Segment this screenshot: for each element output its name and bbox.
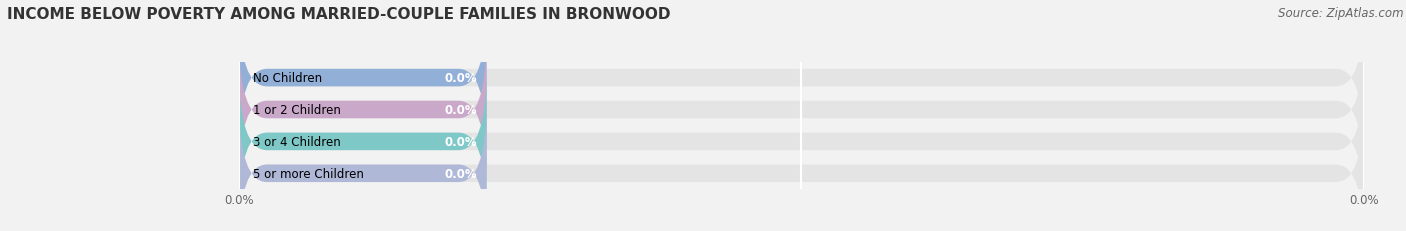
- FancyBboxPatch shape: [239, 8, 486, 149]
- Text: 1 or 2 Children: 1 or 2 Children: [253, 103, 340, 116]
- Text: 0.0%: 0.0%: [444, 103, 478, 116]
- Text: No Children: No Children: [253, 72, 322, 85]
- FancyBboxPatch shape: [239, 71, 1364, 213]
- Text: INCOME BELOW POVERTY AMONG MARRIED-COUPLE FAMILIES IN BRONWOOD: INCOME BELOW POVERTY AMONG MARRIED-COUPL…: [7, 7, 671, 22]
- Text: 3 or 4 Children: 3 or 4 Children: [253, 135, 340, 148]
- FancyBboxPatch shape: [239, 39, 1364, 181]
- Text: 0.0%: 0.0%: [444, 72, 478, 85]
- Text: 5 or more Children: 5 or more Children: [253, 167, 363, 180]
- FancyBboxPatch shape: [239, 8, 1364, 149]
- Text: 0.0%: 0.0%: [444, 167, 478, 180]
- FancyBboxPatch shape: [239, 71, 486, 213]
- FancyBboxPatch shape: [239, 103, 1364, 231]
- FancyBboxPatch shape: [239, 103, 486, 231]
- FancyBboxPatch shape: [239, 39, 486, 181]
- Text: Source: ZipAtlas.com: Source: ZipAtlas.com: [1278, 7, 1403, 20]
- Text: 0.0%: 0.0%: [444, 135, 478, 148]
